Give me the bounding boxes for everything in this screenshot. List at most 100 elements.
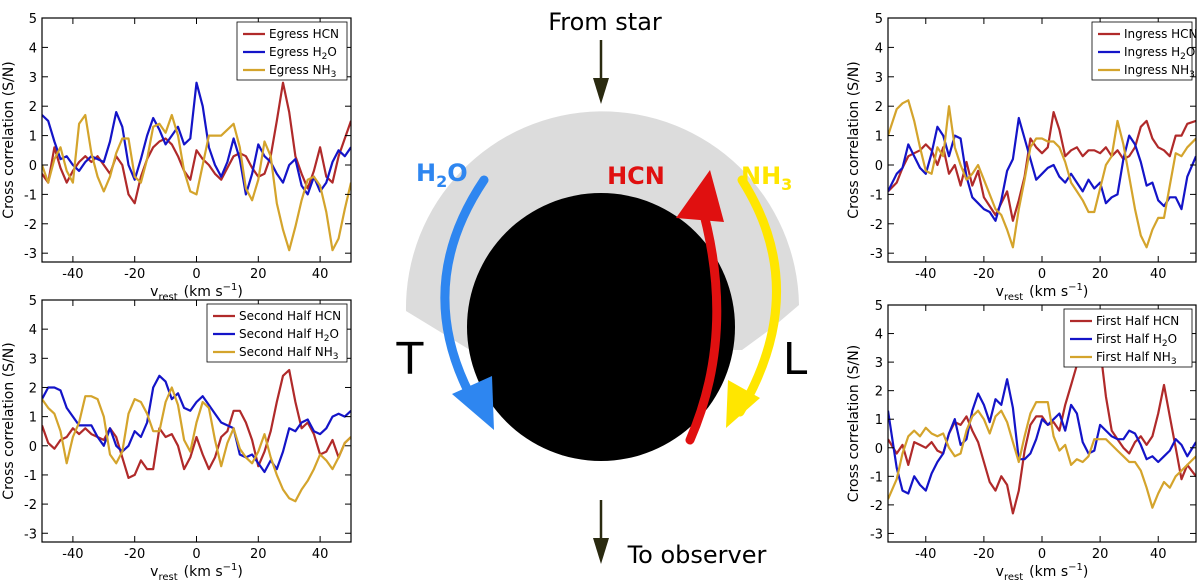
x-tick-label: 0 bbox=[1038, 547, 1046, 562]
series-line-second-half-hcn bbox=[42, 368, 351, 479]
y-tick-label: -3 bbox=[24, 247, 37, 262]
legend-entry: Ingress HCN bbox=[1124, 27, 1198, 41]
y-tick-label: -2 bbox=[870, 499, 883, 514]
legend-entry: Second Half H2O bbox=[239, 327, 339, 344]
x-label-sub: rest bbox=[1004, 572, 1023, 583]
legend-entry: Ingress H2O bbox=[1124, 45, 1195, 62]
y-tick-label: 2 bbox=[29, 381, 37, 396]
legend-entry: First Half H2O bbox=[1096, 332, 1177, 349]
x-tick-label: 40 bbox=[1150, 547, 1167, 562]
x-axis-label: vrest (km s−1) bbox=[996, 562, 1089, 583]
y-tick-label: 4 bbox=[29, 41, 37, 56]
x-tick-label: -40 bbox=[62, 547, 83, 562]
y-tick-label: 2 bbox=[875, 385, 883, 400]
x-label-unit: (km s bbox=[1029, 564, 1068, 580]
nh3-label-main: NH bbox=[741, 162, 781, 190]
legend-entry: Second Half NH3 bbox=[239, 345, 338, 362]
x-tick-label: -20 bbox=[973, 547, 994, 562]
legend-entry: Second Half HCN bbox=[239, 309, 341, 323]
legend-text: Second Half HCN bbox=[239, 309, 341, 323]
y-tick-label: 3 bbox=[875, 356, 883, 371]
legend-sub: 2 bbox=[1180, 52, 1186, 62]
y-tick-label: 5 bbox=[875, 12, 883, 27]
y-tick-label: 0 bbox=[29, 440, 37, 455]
x-label-close: ) bbox=[1083, 564, 1088, 580]
y-tick-label: -2 bbox=[24, 218, 37, 233]
legend-tail: O bbox=[1168, 332, 1177, 346]
hcn-label: HCN bbox=[607, 162, 665, 190]
nh3-arrow bbox=[726, 175, 781, 428]
to-observer-arrow bbox=[593, 500, 609, 564]
nh3-label: NH3 bbox=[741, 162, 792, 194]
y-axis-label: Cross correlation (S/N) bbox=[846, 61, 862, 218]
x-label-close: ) bbox=[1083, 284, 1088, 300]
x-tick-label: -20 bbox=[124, 267, 145, 282]
x-label-exp: −1 bbox=[1068, 562, 1083, 573]
x-tick-label: 20 bbox=[1092, 267, 1109, 282]
y-tick-label: 4 bbox=[875, 41, 883, 56]
x-label-main: v bbox=[150, 284, 158, 300]
legend-entry: Egress NH3 bbox=[269, 63, 336, 80]
x-tick-label: 20 bbox=[250, 547, 267, 562]
legend-sub: 3 bbox=[333, 352, 339, 362]
y-tick-label: -3 bbox=[870, 247, 883, 262]
legend-text: Ingress NH bbox=[1124, 63, 1189, 77]
y-tick-label: 5 bbox=[29, 12, 37, 27]
from-star-label: From star bbox=[548, 8, 662, 36]
legend-text: Egress H bbox=[269, 45, 322, 59]
x-label-sub: rest bbox=[1004, 292, 1023, 303]
series-line-ingress-nh3 bbox=[888, 99, 1196, 249]
legend-text: Ingress H bbox=[1124, 45, 1180, 59]
series-line-first-half-hcn bbox=[888, 312, 1196, 515]
h2o-label-sub: 2 bbox=[436, 172, 447, 191]
y-axis-label: Cross correlation (S/N) bbox=[846, 345, 862, 502]
x-tick-label: 20 bbox=[1092, 547, 1109, 562]
series-line-first-half-nh3 bbox=[888, 401, 1196, 509]
legend-text: Second Half H bbox=[239, 327, 324, 341]
y-tick-label: 1 bbox=[29, 130, 37, 145]
planet-disk bbox=[467, 193, 735, 461]
h2o-label-tail: O bbox=[447, 159, 467, 187]
legend-text: Ingress HCN bbox=[1124, 27, 1198, 41]
x-tick-label: -20 bbox=[973, 267, 994, 282]
x-tick-label: 40 bbox=[1150, 267, 1167, 282]
x-label-close: ) bbox=[237, 284, 242, 300]
to-observer-label: To observer bbox=[627, 541, 767, 569]
series-line-egress-nh3 bbox=[42, 113, 351, 252]
y-tick-label: 0 bbox=[29, 159, 37, 174]
x-label-unit: (km s bbox=[184, 284, 223, 300]
x-tick-label: 40 bbox=[312, 267, 329, 282]
legend-entry: Egress H2O bbox=[269, 45, 337, 62]
legend-text: First Half H bbox=[1096, 332, 1162, 346]
y-tick-label: -1 bbox=[870, 188, 883, 203]
terminator-right-label: L bbox=[783, 334, 808, 385]
y-tick-label: 5 bbox=[875, 299, 883, 314]
y-tick-label: 1 bbox=[875, 130, 883, 145]
legend-entry: First Half HCN bbox=[1096, 314, 1179, 328]
x-label-exp: −1 bbox=[223, 282, 238, 293]
x-label-sub: rest bbox=[158, 292, 177, 303]
legend-text: First Half NH bbox=[1096, 350, 1171, 364]
x-tick-label: 40 bbox=[312, 547, 329, 562]
y-tick-label: 0 bbox=[875, 159, 883, 174]
y-axis-label: Cross correlation (S/N) bbox=[1, 342, 17, 499]
series-line-first-half-h2o bbox=[888, 378, 1196, 495]
legend-tail: O bbox=[327, 45, 336, 59]
y-tick-label: -3 bbox=[870, 527, 883, 542]
y-tick-label: -3 bbox=[24, 527, 37, 542]
x-tick-label: -20 bbox=[124, 547, 145, 562]
series-line-egress-hcn bbox=[42, 81, 351, 205]
y-tick-label: -1 bbox=[870, 470, 883, 485]
legend-sub: 2 bbox=[1162, 339, 1168, 349]
legend-text: First Half HCN bbox=[1096, 314, 1179, 328]
y-tick-label: 0 bbox=[875, 442, 883, 457]
